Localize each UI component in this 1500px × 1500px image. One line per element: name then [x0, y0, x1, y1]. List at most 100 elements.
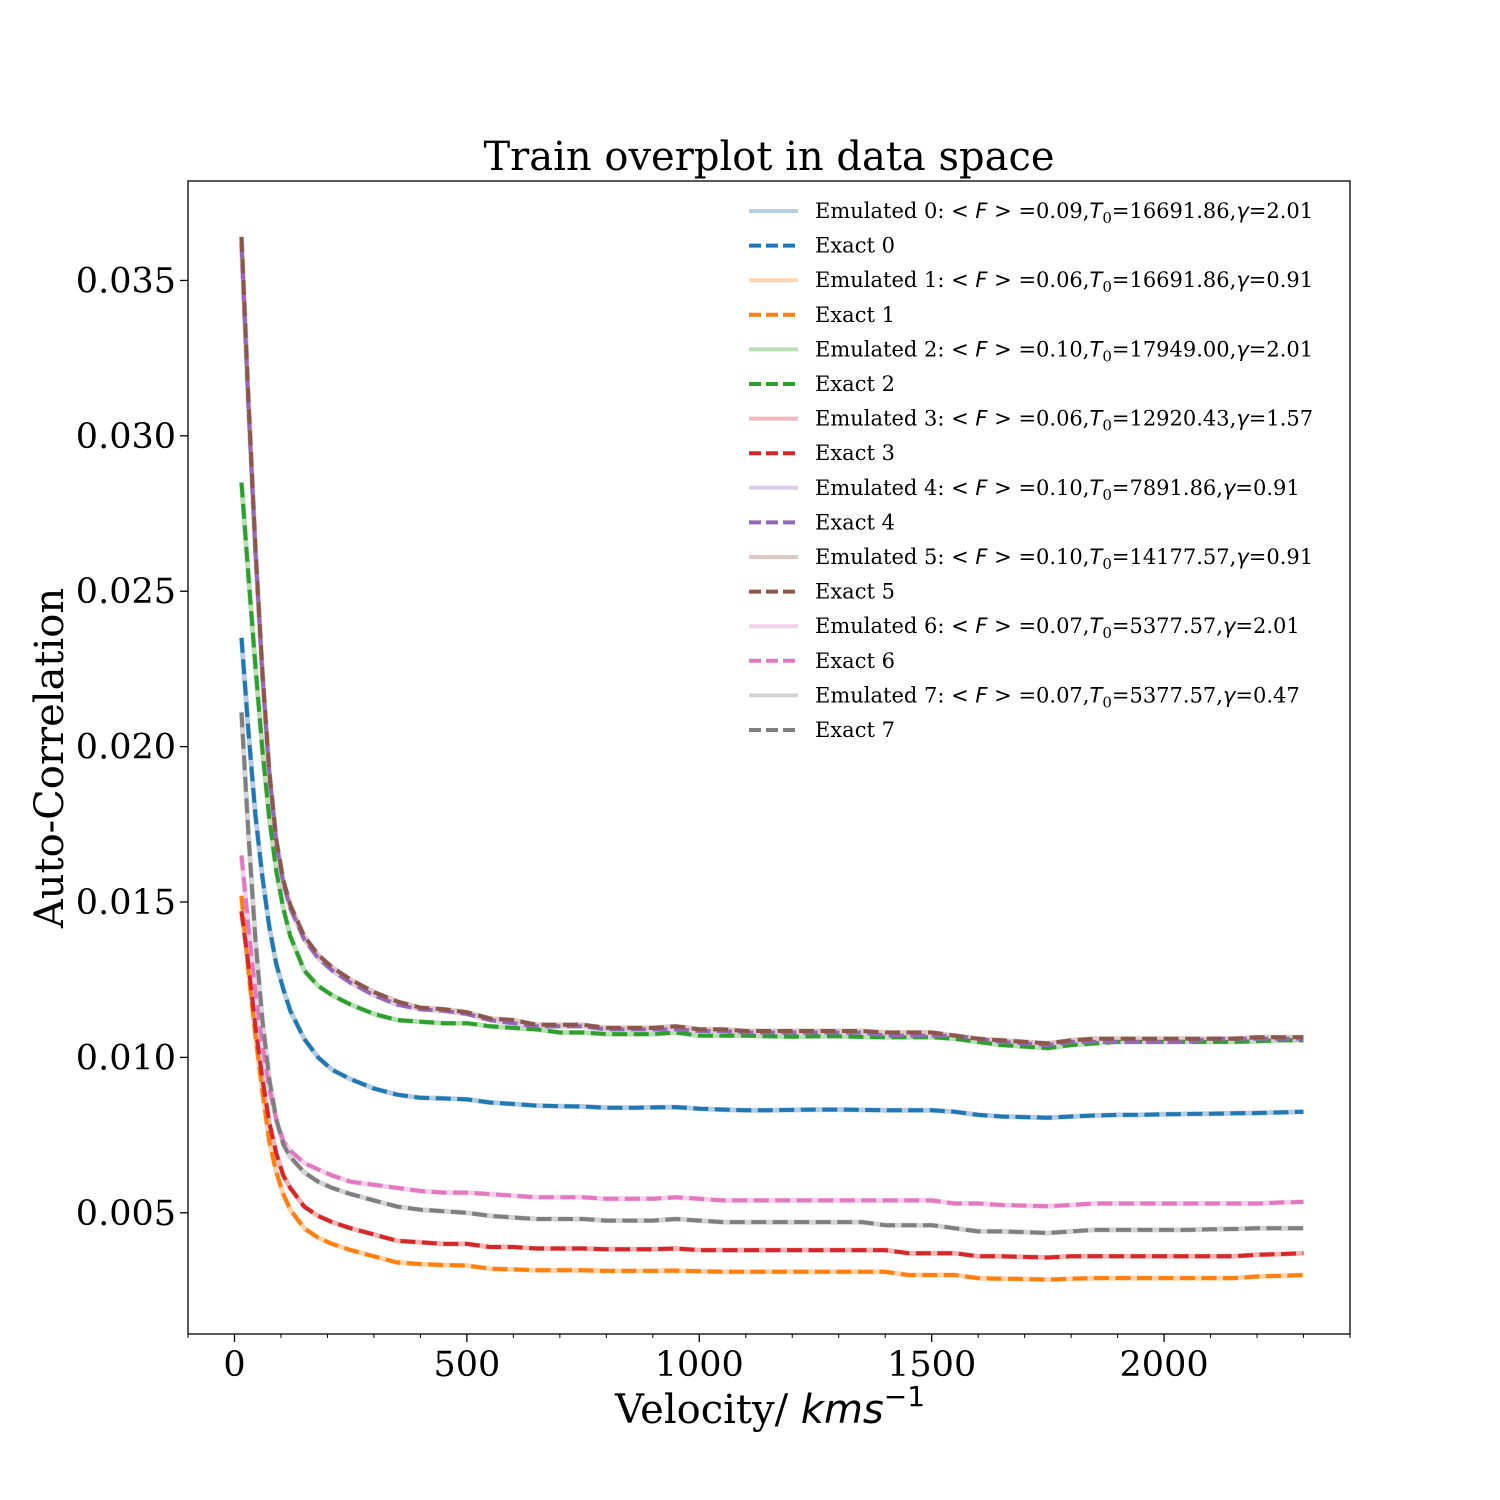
- legend-emulated-label-4: Emulated 4: < F > =0.10,T0=7891.86,γ=0.9…: [815, 476, 1300, 504]
- legend-exact-label-0: Exact 0: [815, 234, 895, 258]
- legend-exact-label-7: Exact 7: [815, 718, 895, 742]
- exact-line-1: [239, 895, 1304, 1282]
- legend-text-part: γ: [1236, 268, 1250, 292]
- legend-text-part: T: [1089, 614, 1104, 638]
- legend-text-part: =16691.86,: [1112, 199, 1236, 223]
- legend-text-part: =0.47: [1235, 683, 1299, 707]
- legend-text-part: =7891.86,: [1112, 476, 1223, 500]
- exact-line-0: [239, 637, 1304, 1120]
- legend-text-part: >: [987, 683, 1011, 707]
- y-tick-label: 0.025: [76, 572, 176, 612]
- legend-text-part: =2.01: [1235, 614, 1299, 638]
- legend-emulated-label-1: Emulated 1: < F > =0.06,T0=16691.86,γ=0.…: [815, 268, 1313, 296]
- y-tick-label: 0.005: [76, 1194, 176, 1234]
- legend-text-part: =16691.86,: [1112, 268, 1236, 292]
- legend-text-part: <: [944, 268, 968, 292]
- legend-text-part: 0: [1102, 555, 1112, 573]
- legend-text-part: T: [1089, 337, 1104, 361]
- legend-text-part: =0.06,: [1012, 268, 1090, 292]
- legend-text-part: F: [969, 683, 989, 707]
- legend-text-part: >: [987, 407, 1011, 431]
- legend-text-part: γ: [1223, 476, 1237, 500]
- legend-text-part: =5377.57,: [1112, 683, 1223, 707]
- legend-text-part: >: [987, 337, 1011, 361]
- legend-text-part: >: [987, 199, 1011, 223]
- y-tick-label: 0.010: [76, 1038, 176, 1078]
- legend-text-part: =1.57: [1249, 407, 1313, 431]
- exact-line-6: [239, 855, 1304, 1209]
- legend-text-part: <: [944, 407, 968, 431]
- legend-text-part: =0.91: [1235, 476, 1299, 500]
- legend-emulated-label-6: Emulated 6: < F > =0.07,T0=5377.57,γ=2.0…: [815, 614, 1300, 642]
- legend-exact-label-6: Exact 6: [815, 649, 895, 673]
- legend-text-part: 0: [1102, 209, 1112, 227]
- legend-text-part: Emulated 3:: [815, 407, 944, 431]
- legend-text-part: =0.10,: [1012, 337, 1090, 361]
- legend-text-part: Emulated 1:: [815, 268, 944, 292]
- exact-line-2: [239, 482, 1304, 1051]
- legend-text-part: F: [969, 545, 989, 569]
- legend-text-part: γ: [1223, 683, 1237, 707]
- legend-text-part: =0.06,: [1012, 407, 1090, 431]
- legend-text-part: =14177.57,: [1112, 545, 1236, 569]
- legend-text-part: F: [969, 199, 989, 223]
- y-tick-label: 0.035: [76, 261, 176, 301]
- legend-text-part: 0: [1102, 417, 1112, 435]
- legend-text-part: Emulated 6:: [815, 614, 944, 638]
- legend-text-part: 0: [1102, 486, 1112, 504]
- legend-text-part: T: [1089, 199, 1104, 223]
- exact-line-5: [239, 236, 1304, 1046]
- legend-text-part: =0.10,: [1012, 476, 1090, 500]
- legend-text-part: <: [944, 683, 968, 707]
- legend-text-part: =2.01: [1249, 337, 1313, 361]
- legend-exact-label-3: Exact 3: [815, 441, 895, 465]
- legend-text-part: <: [944, 337, 968, 361]
- x-axis-label-exponent: −1: [884, 1380, 925, 1413]
- legend-text-part: T: [1089, 407, 1104, 431]
- legend-text-part: =12920.43,: [1112, 407, 1236, 431]
- legend-text-part: F: [969, 407, 989, 431]
- legend-emulated-label-7: Emulated 7: < F > =0.07,T0=5377.57,γ=0.4…: [815, 683, 1300, 711]
- legend-text-part: >: [987, 476, 1011, 500]
- legend-text-part: <: [944, 476, 968, 500]
- legend-text-part: T: [1089, 545, 1104, 569]
- x-tick-label: 1000: [655, 1345, 744, 1385]
- x-tick-label: 0: [223, 1345, 245, 1385]
- legend-text-part: F: [969, 614, 989, 638]
- legend-text-part: =0.07,: [1012, 683, 1090, 707]
- legend-exact-label-4: Exact 4: [815, 510, 895, 534]
- legend-text-part: Emulated 5:: [815, 545, 944, 569]
- legend-text-part: =0.09,: [1012, 199, 1090, 223]
- legend-text-part: Emulated 0:: [815, 199, 944, 223]
- legend-emulated-label-0: Emulated 0: < F > =0.09,T0=16691.86,γ=2.…: [815, 199, 1313, 227]
- legend-exact-label-1: Exact 1: [815, 303, 895, 327]
- y-tick-label: 0.030: [76, 417, 176, 457]
- legend-emulated-label-2: Emulated 2: < F > =0.10,T0=17949.00,γ=2.…: [815, 337, 1313, 365]
- legend-text-part: F: [969, 476, 989, 500]
- legend-text-part: >: [987, 614, 1011, 638]
- legend-text-part: F: [969, 268, 989, 292]
- legend-text-part: <: [944, 614, 968, 638]
- legend: Emulated 0: < F > =0.09,T0=16691.86,γ=2.…: [749, 199, 1313, 742]
- legend-text-part: Emulated 7:: [815, 683, 944, 707]
- axes: 0 500 1000 1500 2000 0.005 0.010 0.015 0.020 0.02…: [76, 180, 1351, 1385]
- legend-text-part: =2.01: [1249, 199, 1313, 223]
- legend-text-part: γ: [1236, 545, 1250, 569]
- x-tick-label: 1500: [887, 1345, 976, 1385]
- x-tick-label: 500: [433, 1345, 500, 1385]
- exact-line-7: [239, 712, 1304, 1235]
- legend-text-part: <: [944, 545, 968, 569]
- chart-title: Train overplot in data space: [483, 134, 1054, 180]
- x-tick-label: 2000: [1120, 1345, 1209, 1385]
- legend-text-part: =0.91: [1249, 545, 1313, 569]
- legend-text-part: =0.10,: [1012, 545, 1090, 569]
- y-axis-label: Auto-Correlation: [27, 588, 73, 929]
- legend-text-part: =0.07,: [1012, 614, 1090, 638]
- legend-text-part: T: [1089, 683, 1104, 707]
- legend-text-part: γ: [1223, 614, 1237, 638]
- legend-text-part: γ: [1236, 337, 1250, 361]
- legend-text-part: 0: [1102, 624, 1112, 642]
- legend-emulated-label-5: Emulated 5: < F > =0.10,T0=14177.57,γ=0.…: [815, 545, 1313, 573]
- legend-text-part: Emulated 4:: [815, 476, 944, 500]
